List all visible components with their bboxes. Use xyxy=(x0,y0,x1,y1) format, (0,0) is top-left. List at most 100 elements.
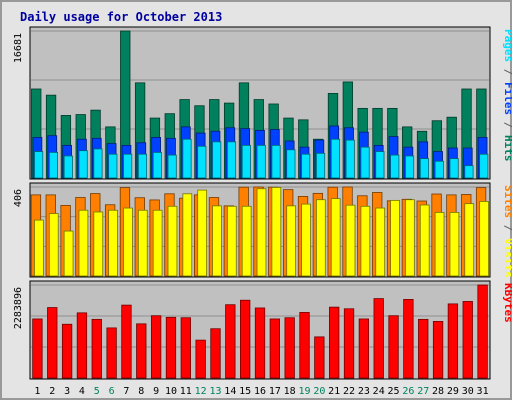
x-tick-label: 2 xyxy=(49,386,55,397)
x-tick-label: 5 xyxy=(94,386,100,397)
pages-bar xyxy=(182,138,192,179)
pages-bar xyxy=(63,155,73,179)
kbytes-bar xyxy=(373,298,384,379)
x-tick-label: 3 xyxy=(64,386,70,397)
pages-bar xyxy=(419,158,429,179)
kbytes-bar xyxy=(106,327,117,379)
kbytes-bar xyxy=(388,315,399,379)
x-tick-label: 20 xyxy=(313,386,325,397)
side-legend-part: / xyxy=(502,62,512,82)
pages-bar xyxy=(434,160,444,179)
visits-bar xyxy=(182,193,193,277)
x-tick-label: 10 xyxy=(165,386,177,397)
pages-bar xyxy=(48,152,59,179)
visits-bar xyxy=(152,209,163,277)
visits-bar xyxy=(434,212,445,277)
pages-bar xyxy=(93,148,103,179)
kbytes-bar xyxy=(180,317,191,379)
pages-bar xyxy=(390,154,400,179)
pages-bar xyxy=(301,153,311,179)
x-tick-label: 17 xyxy=(269,386,281,397)
x-tick-label: 27 xyxy=(417,386,429,397)
kbytes-bar xyxy=(240,299,251,379)
visits-bar xyxy=(390,199,400,277)
pages-bar xyxy=(137,153,148,179)
pages-bar xyxy=(375,151,385,179)
visits-bar xyxy=(405,199,415,277)
kbytes-bar xyxy=(121,304,132,379)
side-legend: Sites / Visits xyxy=(502,185,512,278)
kbytes-bar xyxy=(343,308,355,379)
y-max-label: 406 xyxy=(13,189,24,207)
visits-bar xyxy=(271,187,282,277)
kbytes-bar xyxy=(165,316,177,379)
pages-bar xyxy=(212,141,222,179)
kbytes-bar xyxy=(195,339,206,379)
pages-bar xyxy=(286,149,296,179)
visits-bar xyxy=(301,203,311,277)
y-max-label: 16681 xyxy=(13,33,24,63)
side-legend-part: Hits xyxy=(502,135,512,162)
kbytes-bar xyxy=(447,303,459,379)
visits-bar xyxy=(345,204,356,277)
x-tick-label: 14 xyxy=(224,386,236,397)
kbytes-bar xyxy=(284,317,295,379)
y-max-label: 2283896 xyxy=(13,287,24,329)
x-tick-label: 28 xyxy=(432,386,444,397)
kbytes-bar xyxy=(136,323,147,379)
kbytes-bar xyxy=(477,284,488,379)
kbytes-bar xyxy=(299,312,310,379)
x-tick-label: 8 xyxy=(138,386,144,397)
pages-bar xyxy=(405,155,415,179)
kbytes-bar xyxy=(210,328,221,379)
x-tick-label: 22 xyxy=(343,386,355,397)
side-legend-part: Sites xyxy=(502,185,512,218)
visits-bar xyxy=(360,205,371,277)
kbytes-bar xyxy=(91,318,102,379)
visits-bar xyxy=(226,205,237,277)
visits-bar xyxy=(316,199,326,277)
visits-bar xyxy=(256,188,267,277)
kbytes-bar xyxy=(403,299,414,379)
kbytes-bar xyxy=(76,312,88,379)
visits-bar xyxy=(241,205,252,277)
x-tick-label: 15 xyxy=(239,386,251,397)
x-tick-label: 7 xyxy=(123,386,129,397)
kbytes-bar xyxy=(254,307,266,379)
pages-bar xyxy=(330,138,340,179)
x-tick-label: 25 xyxy=(388,386,400,397)
side-legend-part: Visits xyxy=(502,238,512,278)
visits-bar xyxy=(123,207,133,277)
side-legend-part: Pages xyxy=(502,29,512,62)
visits-bar xyxy=(330,198,341,277)
visits-bar xyxy=(93,211,104,277)
kbytes-bar xyxy=(61,323,73,379)
chart-title: Daily usage for October 2013 xyxy=(20,10,222,24)
x-tick-label: 19 xyxy=(298,386,310,397)
pages-bar xyxy=(479,153,489,179)
visits-bar xyxy=(197,189,207,277)
pages-bar xyxy=(271,144,281,179)
pages-bar xyxy=(167,154,177,179)
kbytes-bar xyxy=(329,306,340,379)
pages-bar xyxy=(316,152,326,179)
side-legend-part: KBytes xyxy=(502,283,512,323)
visits-bar xyxy=(464,203,475,277)
kbytes-bar xyxy=(418,318,429,379)
x-tick-label: 26 xyxy=(402,386,414,397)
x-tick-label: 24 xyxy=(373,386,385,397)
kbytes-bar xyxy=(269,318,280,379)
kbytes-bar xyxy=(432,320,444,379)
side-legend-part: / xyxy=(502,218,512,238)
pages-bar xyxy=(152,152,162,179)
visits-bar xyxy=(108,209,118,277)
x-tick-label: 21 xyxy=(328,386,340,397)
kbytes-bar xyxy=(32,318,43,379)
visits-bar xyxy=(78,209,89,277)
x-tick-label: 6 xyxy=(109,386,115,397)
kbytes-bar xyxy=(47,307,58,379)
visits-bar xyxy=(449,212,460,277)
kbytes-bar xyxy=(150,315,162,379)
pages-bar xyxy=(123,153,133,179)
